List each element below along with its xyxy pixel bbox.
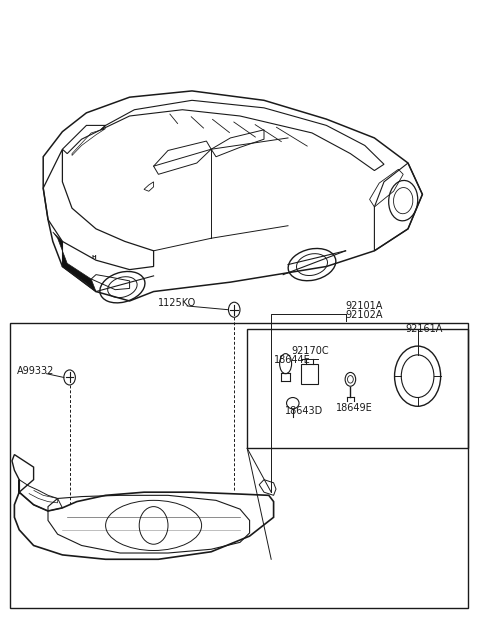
Text: 92101A: 92101A [346, 301, 383, 311]
Text: 1125KO: 1125KO [158, 298, 197, 308]
Bar [247, 329, 468, 448]
Text: 92102A: 92102A [346, 310, 383, 320]
Text: 18644E: 18644E [274, 355, 311, 365]
Text: 92161A: 92161A [406, 324, 443, 334]
Text: A99332: A99332 [17, 366, 54, 376]
Polygon shape [53, 232, 96, 292]
Bar [10, 323, 468, 608]
Text: H: H [91, 255, 96, 260]
Text: 92170C: 92170C [292, 346, 329, 356]
Text: 18649E: 18649E [336, 403, 373, 413]
Text: 18643D: 18643D [285, 406, 324, 416]
Bar [301, 364, 318, 384]
